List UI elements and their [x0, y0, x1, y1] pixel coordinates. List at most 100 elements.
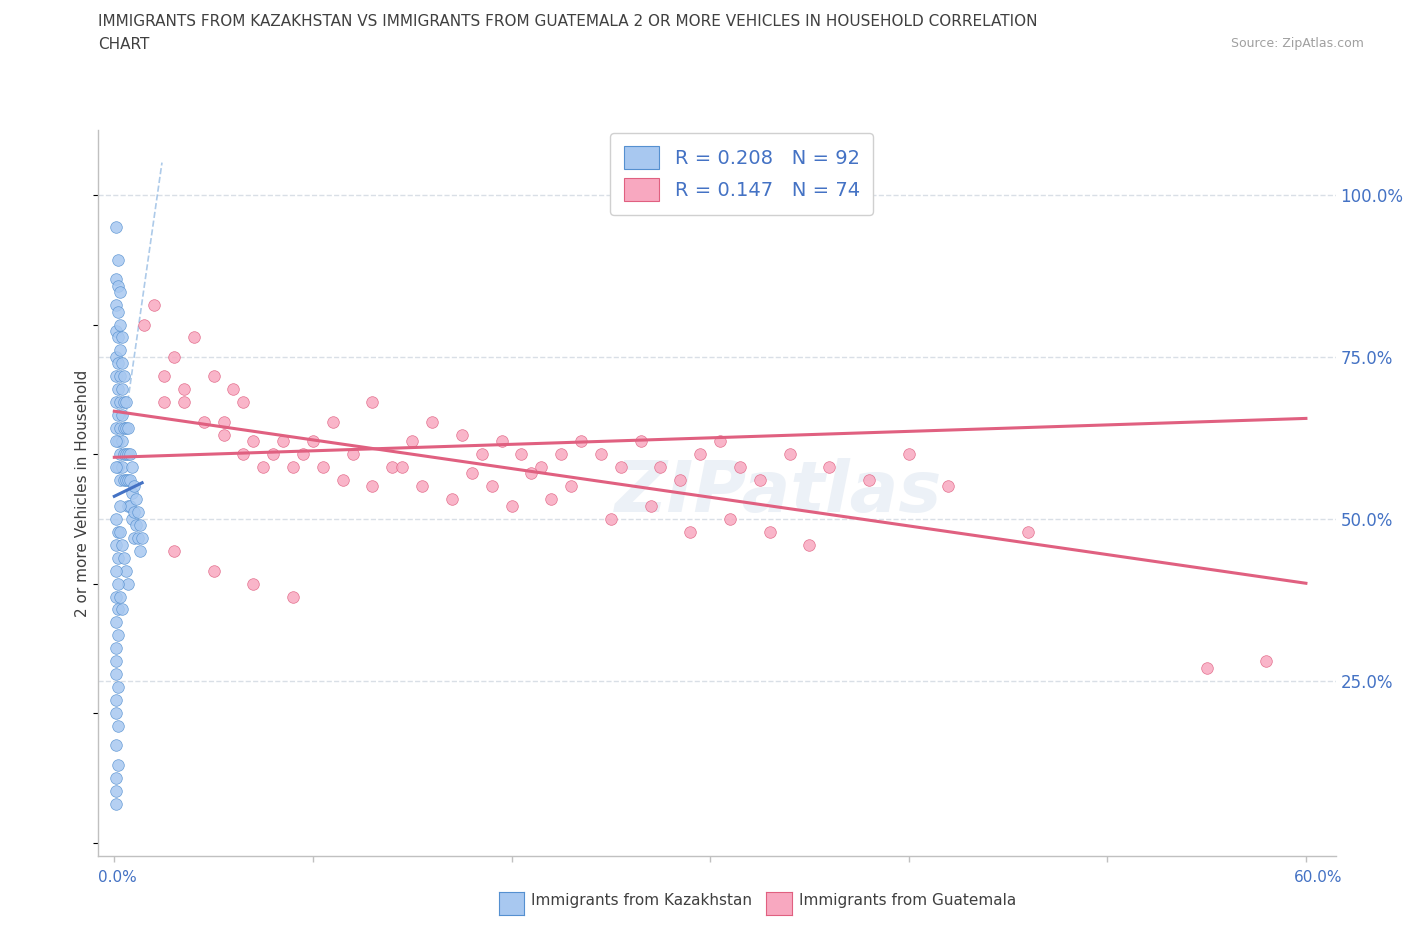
Point [153, 395, 176, 410]
Point [718, 512, 741, 526]
Point [105, 796, 128, 811]
Point [391, 459, 413, 474]
Point [232, 446, 254, 461]
Point [1256, 654, 1278, 669]
Point [105, 350, 128, 365]
Point [115, 472, 138, 487]
Point [105, 564, 128, 578]
Point [110, 395, 132, 410]
Point [630, 433, 652, 448]
Point [361, 479, 384, 494]
Point [110, 525, 132, 539]
Point [818, 459, 841, 474]
Point [163, 350, 186, 365]
Point [105, 420, 128, 435]
Point [112, 369, 135, 384]
Point [107, 304, 129, 319]
Point [121, 485, 143, 500]
Point [110, 317, 132, 332]
Point [212, 427, 235, 442]
Point [107, 680, 129, 695]
Point [111, 330, 134, 345]
Point [105, 538, 128, 552]
Point [129, 518, 152, 533]
Point [112, 446, 135, 461]
Point [107, 330, 129, 345]
Text: 60.0%: 60.0% [1295, 870, 1343, 884]
Point [242, 433, 264, 448]
Point [491, 433, 513, 448]
Point [709, 433, 731, 448]
Point [105, 298, 128, 312]
Point [401, 433, 423, 448]
Point [127, 531, 149, 546]
Text: CHART: CHART [98, 37, 150, 52]
Point [132, 317, 155, 332]
Point [111, 356, 134, 371]
Text: IMMIGRANTS FROM KAZAKHSTAN VS IMMIGRANTS FROM GUATEMALA 2 OR MORE VEHICLES IN HO: IMMIGRANTS FROM KAZAKHSTAN VS IMMIGRANTS… [98, 14, 1038, 29]
Point [312, 459, 335, 474]
Point [111, 382, 134, 397]
Point [183, 330, 205, 345]
Point [193, 414, 215, 429]
Point [1017, 525, 1039, 539]
Point [202, 369, 225, 384]
Point [107, 719, 129, 734]
Point [481, 479, 503, 494]
Point [105, 615, 128, 630]
Point [111, 538, 134, 552]
Point [110, 498, 132, 513]
Point [107, 602, 129, 617]
Point [111, 602, 134, 617]
Point [110, 446, 132, 461]
Point [115, 395, 138, 410]
Point [115, 564, 138, 578]
Point [125, 492, 148, 507]
Point [110, 472, 132, 487]
Point [153, 369, 176, 384]
Point [112, 551, 135, 565]
Point [120, 446, 142, 461]
Point [450, 427, 472, 442]
Point [105, 219, 128, 234]
Point [471, 446, 494, 461]
Point [322, 414, 344, 429]
Point [105, 272, 128, 286]
Point [650, 459, 672, 474]
Point [550, 446, 572, 461]
Point [173, 395, 195, 410]
Point [112, 472, 135, 487]
Point [361, 395, 384, 410]
Point [111, 407, 134, 422]
Point [105, 654, 128, 669]
Point [107, 433, 129, 448]
Point [271, 433, 294, 448]
Point [107, 382, 129, 397]
Point [858, 472, 880, 487]
Point [381, 459, 404, 474]
Point [105, 324, 128, 339]
Point [121, 459, 143, 474]
Point [599, 512, 621, 526]
Point [105, 706, 128, 721]
Point [758, 525, 780, 539]
Point [121, 512, 143, 526]
Point [252, 459, 274, 474]
Point [105, 433, 128, 448]
Point [107, 278, 129, 293]
Point [589, 446, 612, 461]
Point [131, 531, 153, 546]
Point [117, 420, 139, 435]
Point [107, 459, 129, 474]
Point [461, 466, 484, 481]
Text: ZIPatlas: ZIPatlas [616, 458, 942, 527]
Point [110, 343, 132, 358]
Point [520, 466, 543, 481]
Point [115, 446, 138, 461]
Point [125, 518, 148, 533]
Point [411, 479, 433, 494]
Point [107, 356, 129, 371]
Point [105, 395, 128, 410]
Point [1195, 660, 1218, 675]
Point [110, 589, 132, 604]
